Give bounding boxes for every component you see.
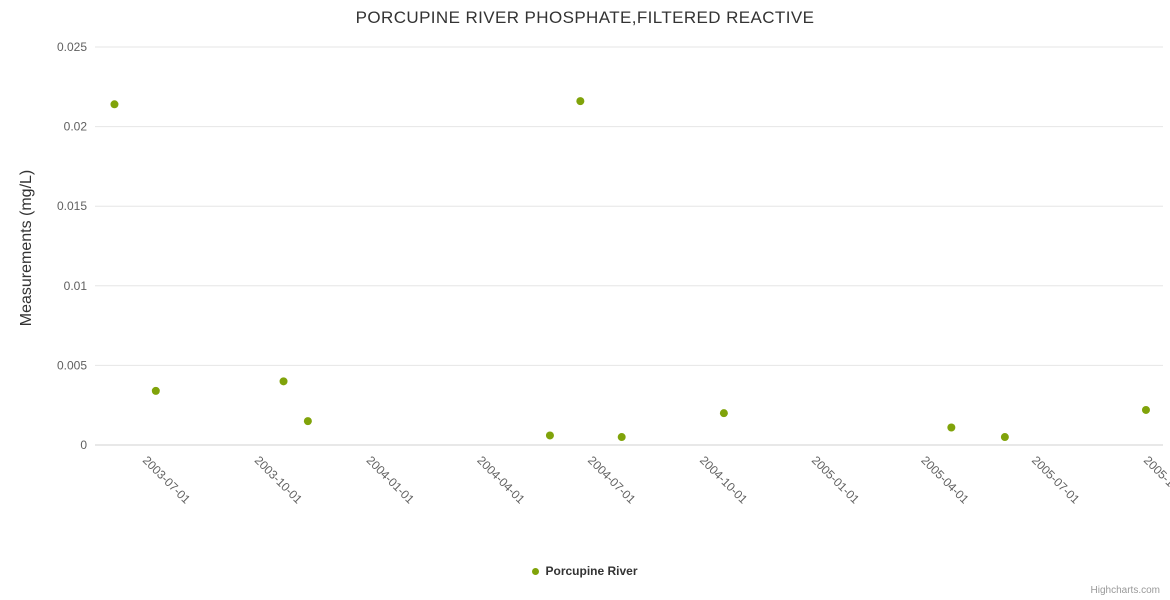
data-point[interactable]: [947, 423, 956, 432]
data-point[interactable]: [719, 409, 728, 418]
y-axis-tick-label: 0.02: [64, 120, 88, 134]
y-axis-tick-label: 0.015: [57, 199, 87, 213]
x-axis-tick-label: 2004-04-01: [474, 453, 528, 507]
x-axis-tick-label: 2004-10-01: [697, 453, 751, 507]
chart-title: PORCUPINE RIVER PHOSPHATE,FILTERED REACT…: [355, 8, 815, 27]
legend: Porcupine River: [0, 564, 1170, 578]
x-axis-tick-label: 2005-10-01: [1141, 453, 1170, 507]
data-point[interactable]: [303, 417, 312, 426]
y-axis-tick-label: 0.005: [57, 358, 87, 372]
x-axis-tick-label: 2004-07-01: [585, 453, 639, 507]
data-point[interactable]: [576, 97, 585, 106]
y-axis-tick-label: 0: [80, 438, 87, 452]
y-axis-tick-label: 0.025: [57, 40, 87, 54]
data-point[interactable]: [110, 100, 119, 109]
data-point[interactable]: [617, 433, 626, 442]
x-axis-tick-label: 2004-01-01: [364, 453, 418, 507]
y-axis-tick-label: 0.01: [64, 279, 88, 293]
data-point[interactable]: [151, 386, 160, 395]
x-axis-tick-label: 2003-10-01: [252, 453, 306, 507]
x-axis-tick-label: 2003-07-01: [140, 453, 194, 507]
legend-marker-icon[interactable]: [532, 567, 540, 575]
x-axis-tick-label: 2005-01-01: [809, 453, 863, 507]
data-point[interactable]: [1000, 433, 1009, 442]
x-axis-tick-label: 2005-07-01: [1029, 453, 1083, 507]
highcharts-credits-link[interactable]: Highcharts.com: [1090, 585, 1160, 596]
data-point[interactable]: [1141, 405, 1150, 414]
data-point[interactable]: [545, 431, 554, 440]
legend-item-porcupine-river[interactable]: Porcupine River: [545, 564, 638, 578]
x-axis-tick-label: 2005-04-01: [918, 453, 972, 507]
data-point[interactable]: [279, 377, 288, 386]
